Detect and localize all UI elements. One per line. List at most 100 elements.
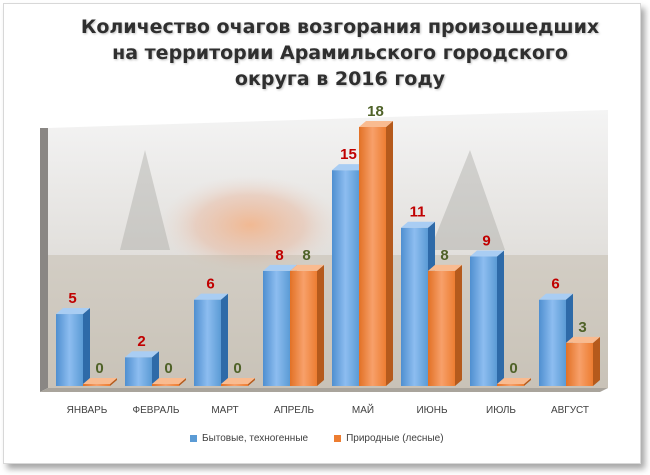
bar-top [332, 164, 366, 171]
value-label-2-1: 0 [164, 360, 172, 377]
bar-2-6 [497, 378, 531, 386]
bar-top [497, 378, 531, 384]
legend: Бытовые, техногенные Природные (лесные) [190, 433, 444, 444]
bar-side [593, 336, 600, 386]
bar-2-7 [566, 336, 600, 386]
legend-label-series-2: Природные (лесные) [346, 433, 444, 444]
bar-2-0 [83, 378, 117, 386]
bar-front [263, 270, 290, 386]
bar-top [428, 264, 462, 271]
bar-front [359, 127, 386, 386]
x-tick-label-0: ЯНВАРЬ [67, 405, 108, 416]
value-label-2-4: 18 [367, 103, 384, 120]
value-label-1-1: 2 [137, 333, 145, 350]
bar-side [110, 378, 117, 386]
x-tick-label-3: АПРЕЛЬ [274, 405, 315, 416]
bar-1-2 [194, 293, 228, 386]
legend-item-series-2: Природные (лесные) [334, 433, 444, 444]
bar-front [152, 384, 179, 386]
value-label-2-0: 0 [95, 360, 103, 377]
side-wall [40, 128, 48, 392]
bar-2-4 [359, 121, 393, 386]
x-tick-label-2: МАРТ [211, 405, 238, 416]
bar-side [524, 378, 531, 386]
bar-front [194, 299, 221, 386]
tree-silhouette [120, 150, 505, 250]
fire-glow [160, 175, 340, 275]
legend-item-series-1: Бытовые, техногенные [190, 433, 308, 444]
bar-top [566, 336, 600, 343]
bar-1-0 [56, 308, 90, 386]
bar-front [332, 170, 359, 386]
value-label-1-2: 6 [206, 276, 214, 293]
bar-side [179, 378, 186, 386]
bar-front [125, 357, 152, 386]
bar-front [566, 342, 593, 386]
bar-front [290, 270, 317, 386]
bar-top [221, 378, 255, 384]
bar-top [152, 378, 186, 384]
value-label-2-6: 0 [509, 360, 517, 377]
bar-top [83, 378, 117, 384]
bar-side [386, 121, 393, 386]
value-label-1-4: 15 [340, 146, 357, 163]
bar-side [152, 351, 159, 386]
value-label-2-7: 3 [578, 319, 586, 336]
bar-front [428, 270, 455, 386]
bar-top [359, 121, 393, 127]
bar-top [290, 264, 324, 271]
bar-front [221, 384, 248, 386]
bar-1-5 [401, 221, 435, 386]
bar-side [83, 308, 90, 386]
value-label-1-0: 5 [68, 290, 76, 307]
x-axis-ticks: ЯНВАРЬ ФЕВРАЛЬ МАРТ АПРЕЛЬ МАЙ ИЮНЬ ИЮЛЬ АВГУСТ [67, 403, 589, 416]
bar-side [317, 264, 324, 386]
value-label-2-2: 0 [233, 360, 241, 377]
bar-top [56, 308, 90, 315]
value-label-1-6: 9 [482, 233, 490, 250]
bar-top [125, 351, 159, 358]
bar-top [401, 221, 435, 228]
value-label-2-3: 8 [302, 247, 310, 264]
bar-1-6 [470, 250, 504, 386]
bar-2-1 [152, 378, 186, 386]
value-label-1-3: 8 [275, 247, 283, 264]
x-tick-label-4: МАЙ [352, 403, 374, 416]
x-tick-label-7: АВГУСТ [551, 405, 589, 416]
legend-label-series-1: Бытовые, техногенные [202, 433, 309, 444]
chart-floor [40, 388, 608, 392]
chart-title-line-1: Количество очагов возгорания произошедши… [80, 16, 600, 38]
bar-2-5 [428, 264, 462, 386]
chart-title-line-2: на территории Арамильского городского [112, 42, 568, 64]
bar-front [56, 314, 83, 386]
value-label-1-5: 11 [410, 204, 426, 221]
bar-front [497, 384, 524, 386]
value-label-2-5: 8 [440, 247, 448, 264]
bar-top [539, 293, 573, 300]
bar-front [401, 227, 428, 386]
chart-title-line-3: округа в 2016 году [234, 68, 446, 90]
bar-front [83, 384, 110, 386]
bar-side [455, 264, 462, 386]
value-labels-layer: 5 0 2 0 6 0 8 8 15 18 11 8 9 0 6 3 [68, 103, 586, 377]
bar-side [497, 250, 504, 386]
bars-layer [56, 121, 600, 386]
x-tick-label-6: ИЮЛЬ [486, 405, 516, 416]
bar-2-2 [221, 378, 255, 386]
x-tick-label-5: ИЮНЬ [416, 405, 448, 416]
legend-swatch-series-2 [334, 435, 342, 442]
bar-2-3 [290, 264, 324, 386]
bar-front [539, 299, 566, 386]
legend-swatch-series-1 [190, 435, 197, 442]
x-tick-label-1: ФЕВРАЛЬ [133, 405, 180, 416]
bar-top [263, 264, 297, 271]
bar-1-1 [125, 351, 159, 386]
bar-front [470, 256, 497, 386]
bar-side [221, 293, 228, 386]
bar-side [248, 378, 255, 386]
bar-top [470, 250, 504, 257]
value-label-1-7: 6 [551, 276, 559, 293]
bar-top [194, 293, 228, 300]
chart-title: Количество очагов возгорания произошедши… [40, 14, 640, 92]
